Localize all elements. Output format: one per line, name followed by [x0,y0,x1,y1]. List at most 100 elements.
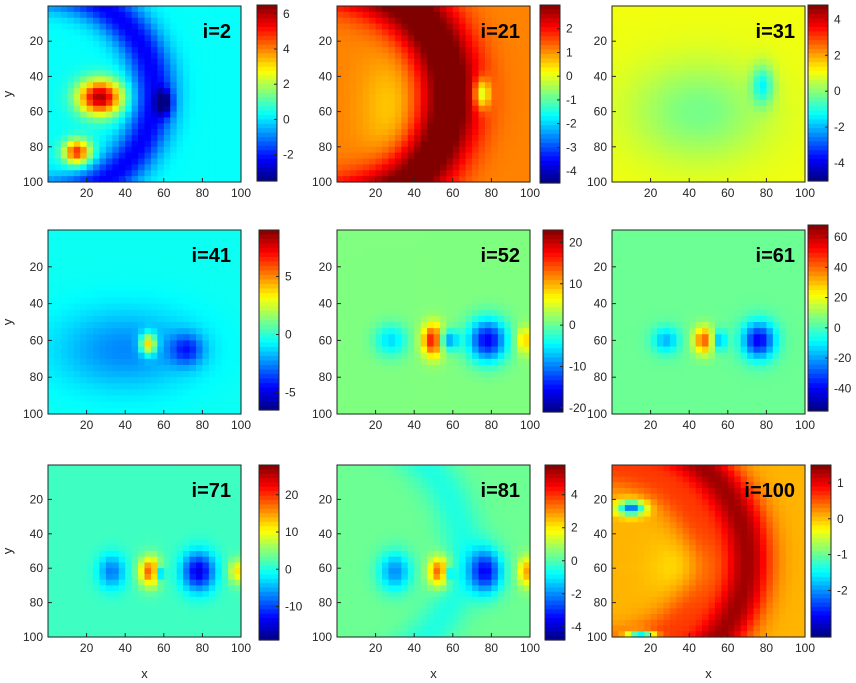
heatmap-cell [427,389,435,397]
heatmap-cell [228,242,236,249]
heatmap-cell [753,123,761,130]
heatmap-cell [112,407,120,415]
heatmap-cell [138,111,146,119]
heatmap-cell [163,152,171,160]
heatmap-cell [689,158,697,165]
heatmap-cell [452,346,460,354]
heatmap-cell [459,309,467,317]
heatmap-cell [60,88,68,95]
heatmap-cell [208,340,216,348]
heatmap-cell [112,254,120,262]
heatmap-cell [157,88,165,95]
heatmap-cell [144,371,152,378]
heatmap-cell [779,64,787,72]
heatmap-cell [369,346,377,354]
heatmap-cell [349,322,357,329]
heatmap-cell [183,140,191,148]
heatmap-cell [772,135,780,142]
heatmap-cell [420,117,428,124]
heatmap-cell [484,52,492,60]
heatmap-cell [414,29,422,36]
heatmap-cell [343,176,351,183]
heatmap-cell [644,76,652,83]
heatmap-cell [388,129,396,136]
heatmap-cell [657,248,665,256]
colorbar-frame [258,229,280,411]
heatmap-cell [189,176,197,183]
heatmap-cell [695,123,703,130]
heatmap-cell [689,129,697,136]
heatmap-cell [183,297,191,305]
heatmap-cell [657,158,665,165]
heatmap-cell [375,17,383,25]
heatmap-cell [497,117,505,124]
heatmap-cell [138,309,146,317]
heatmap-cell [163,23,171,31]
heatmap-cell [375,346,383,354]
heatmap-cell [472,135,480,142]
heatmap-cell [215,70,223,77]
colorbar-segment [808,159,828,164]
x-tick-label: 100 [795,186,815,200]
y-tick-label: 20 [319,34,333,48]
heatmap-cell [523,328,531,335]
y-tick-label: 40 [30,297,44,311]
heatmap-cell [176,395,184,403]
heatmap-cell [612,52,620,60]
heatmap-cell [759,76,767,83]
heatmap-cell [362,35,370,42]
heatmap-cell [375,64,383,72]
heatmap-cell [798,129,806,136]
heatmap-cell [118,94,126,101]
heatmap-cell [215,260,223,268]
heatmap-cell [382,135,390,142]
heatmap-cell [349,88,357,95]
heatmap-cell [702,129,710,136]
heatmap-cell [189,328,197,335]
heatmap-cell [195,111,203,119]
heatmap-cell [86,164,94,171]
heatmap-cell [734,152,742,160]
heatmap-cell [150,117,158,124]
heatmap-cell [228,41,236,48]
heatmap-cell [67,164,75,171]
heatmap-cell [452,389,460,397]
heatmap-cell [105,358,113,366]
heatmap-cell [362,236,370,243]
colorbar-segment [257,101,277,107]
heatmap-cell [465,58,473,66]
colorbar-segment [259,342,279,348]
heatmap-cell [189,322,197,329]
heatmap-cell [452,315,460,323]
heatmap-cell [388,395,396,403]
heatmap-cell [427,29,435,36]
x-tick-label: 40 [119,186,133,200]
heatmap-cell [618,88,626,95]
heatmap-cell [714,23,722,31]
heatmap-cell [734,176,742,183]
heatmap-cell [48,309,56,317]
heatmap-cell [631,35,639,42]
heatmap-cell [510,242,518,249]
heatmap-cell [221,17,229,25]
heatmap-cell [484,88,492,95]
heatmap-cell [740,146,748,154]
heatmap-cell [612,135,620,142]
heatmap-cell [163,266,171,274]
heatmap-cell [682,76,690,83]
heatmap-cell [157,123,165,130]
heatmap-cell [221,254,229,262]
heatmap-cell [157,146,165,154]
heatmap-cell [465,29,473,36]
heatmap-cell [48,364,56,372]
heatmap-cell [125,17,133,25]
heatmap-cell [138,140,146,148]
heatmap-cell [427,407,435,415]
heatmap-cell [612,23,620,31]
heatmap-cell [740,164,748,171]
heatmap-cell [388,170,396,177]
heatmap-cell [221,407,229,415]
heatmap-cell [459,297,467,305]
heatmap-cell [375,88,383,95]
